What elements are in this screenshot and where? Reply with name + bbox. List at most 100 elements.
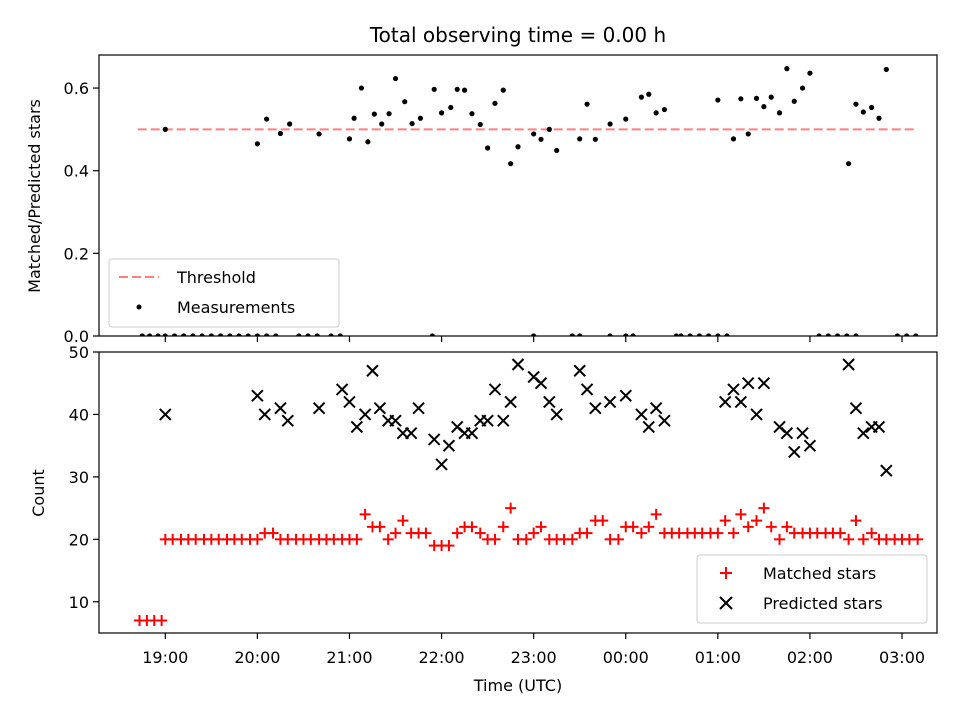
measurement-point bbox=[653, 110, 659, 116]
measurement-point bbox=[190, 333, 196, 336]
predicted-star-point bbox=[857, 426, 870, 440]
measurement-point bbox=[860, 109, 866, 115]
matched-star-point bbox=[627, 521, 639, 533]
measurement-point bbox=[417, 115, 423, 121]
measurement-point bbox=[264, 333, 270, 336]
predicted-star-point bbox=[159, 408, 172, 421]
predicted-star-point bbox=[796, 426, 809, 440]
bottom-panel: Count Time (UTC) 10 20 30 40 50 19:00 20:00 21… bbox=[29, 343, 938, 695]
measurement-point bbox=[913, 333, 919, 336]
measurement-point bbox=[162, 126, 168, 132]
predicted-star-point bbox=[442, 439, 456, 452]
bottom-xtick-label: 02:00 bbox=[787, 648, 833, 667]
measurement-point bbox=[577, 136, 583, 142]
measurement-point bbox=[438, 110, 445, 116]
matched-star-point bbox=[635, 527, 647, 539]
measurement-point bbox=[296, 333, 302, 336]
measurement-point bbox=[607, 121, 613, 127]
measurement-point bbox=[181, 333, 187, 336]
matched-star-point bbox=[535, 521, 547, 533]
measurement-point bbox=[448, 104, 454, 111]
top-ytick-label: 0.6 bbox=[64, 79, 89, 98]
measurement-point bbox=[904, 333, 910, 336]
matched-star-point bbox=[581, 527, 593, 539]
predicted-star-point bbox=[404, 426, 418, 440]
predicted-star-point bbox=[580, 383, 594, 396]
measurement-point bbox=[715, 97, 721, 103]
predicted-star-point bbox=[488, 383, 502, 396]
matched-star-point bbox=[758, 502, 770, 514]
measurement-point bbox=[155, 333, 161, 336]
matched-star-point bbox=[382, 533, 394, 545]
predicted-star-point bbox=[412, 401, 425, 415]
legend-predicted-label: Predicted stars bbox=[763, 594, 883, 613]
bottom-xtick-label: 22:00 bbox=[419, 648, 465, 667]
matched-star-point bbox=[251, 533, 263, 545]
predicted-star-point bbox=[718, 395, 732, 409]
predicted-star-point bbox=[842, 358, 855, 371]
predicted-star-point bbox=[589, 401, 602, 415]
measurement-point bbox=[245, 333, 251, 336]
measurement-point bbox=[706, 333, 712, 336]
measurement-point bbox=[305, 333, 311, 336]
measurement-point bbox=[853, 101, 859, 107]
bottom-ytick-label: 40 bbox=[69, 405, 89, 424]
predicted-star-point bbox=[274, 401, 287, 415]
predicted-star-point bbox=[658, 414, 671, 427]
measurement-point bbox=[784, 66, 790, 72]
matched-star-point bbox=[359, 508, 371, 520]
matched-star-point bbox=[751, 515, 763, 527]
measurement-point bbox=[753, 95, 760, 101]
predicted-star-point bbox=[642, 420, 655, 434]
matched-star-point bbox=[843, 533, 855, 545]
predicted-star-point bbox=[635, 408, 648, 421]
top-x-ticks bbox=[164, 336, 903, 342]
predicted-star-point bbox=[481, 414, 494, 427]
matched-star-point bbox=[866, 527, 878, 539]
top-plot-frame bbox=[98, 54, 938, 337]
measurement-point bbox=[825, 333, 831, 336]
matched-star-point bbox=[520, 533, 532, 545]
predicted-star-point bbox=[750, 408, 763, 421]
measurement-point bbox=[531, 131, 537, 137]
matched-star-point bbox=[774, 533, 786, 545]
measurement-point bbox=[273, 333, 279, 336]
matched-star-point bbox=[351, 533, 363, 545]
predicted-star-point bbox=[757, 377, 771, 390]
matched-star-point bbox=[727, 527, 739, 539]
bottom-ytick-label: 30 bbox=[69, 468, 89, 487]
predicted-star-point bbox=[543, 395, 556, 409]
measurement-point bbox=[508, 161, 514, 167]
measurement-point bbox=[454, 86, 460, 92]
measurement-point bbox=[673, 333, 679, 336]
predicted-star-point bbox=[251, 389, 264, 402]
measurement-point bbox=[577, 333, 583, 336]
measurement-point bbox=[538, 136, 544, 142]
bottom-ytick-label: 10 bbox=[69, 593, 89, 612]
predicted-star-point bbox=[550, 408, 563, 421]
predicted-star-point bbox=[343, 395, 356, 409]
matched-star-point bbox=[735, 508, 747, 520]
measurement-point bbox=[485, 145, 491, 151]
measurement-point bbox=[254, 141, 260, 147]
measurement-point bbox=[429, 333, 435, 336]
measurement-point bbox=[696, 333, 703, 336]
matched-star-point bbox=[267, 527, 279, 539]
measurement-point bbox=[738, 96, 744, 102]
measurement-point bbox=[607, 333, 613, 336]
measurement-point bbox=[139, 333, 145, 336]
matched-star-point bbox=[528, 527, 540, 539]
legend-measurements-swatch bbox=[136, 304, 142, 310]
measurement-point bbox=[254, 333, 260, 336]
predicted-star-point bbox=[742, 377, 755, 390]
measurement-point bbox=[351, 115, 357, 121]
measurement-point bbox=[477, 121, 483, 128]
predicted-star-point bbox=[427, 433, 441, 446]
measurement-point bbox=[646, 91, 652, 97]
measurement-point bbox=[337, 333, 343, 336]
measurement-point bbox=[584, 101, 590, 107]
predicted-star-point bbox=[788, 445, 801, 459]
legend-measurements-label: Measurements bbox=[177, 298, 295, 317]
bottom-legend-box bbox=[696, 554, 928, 624]
